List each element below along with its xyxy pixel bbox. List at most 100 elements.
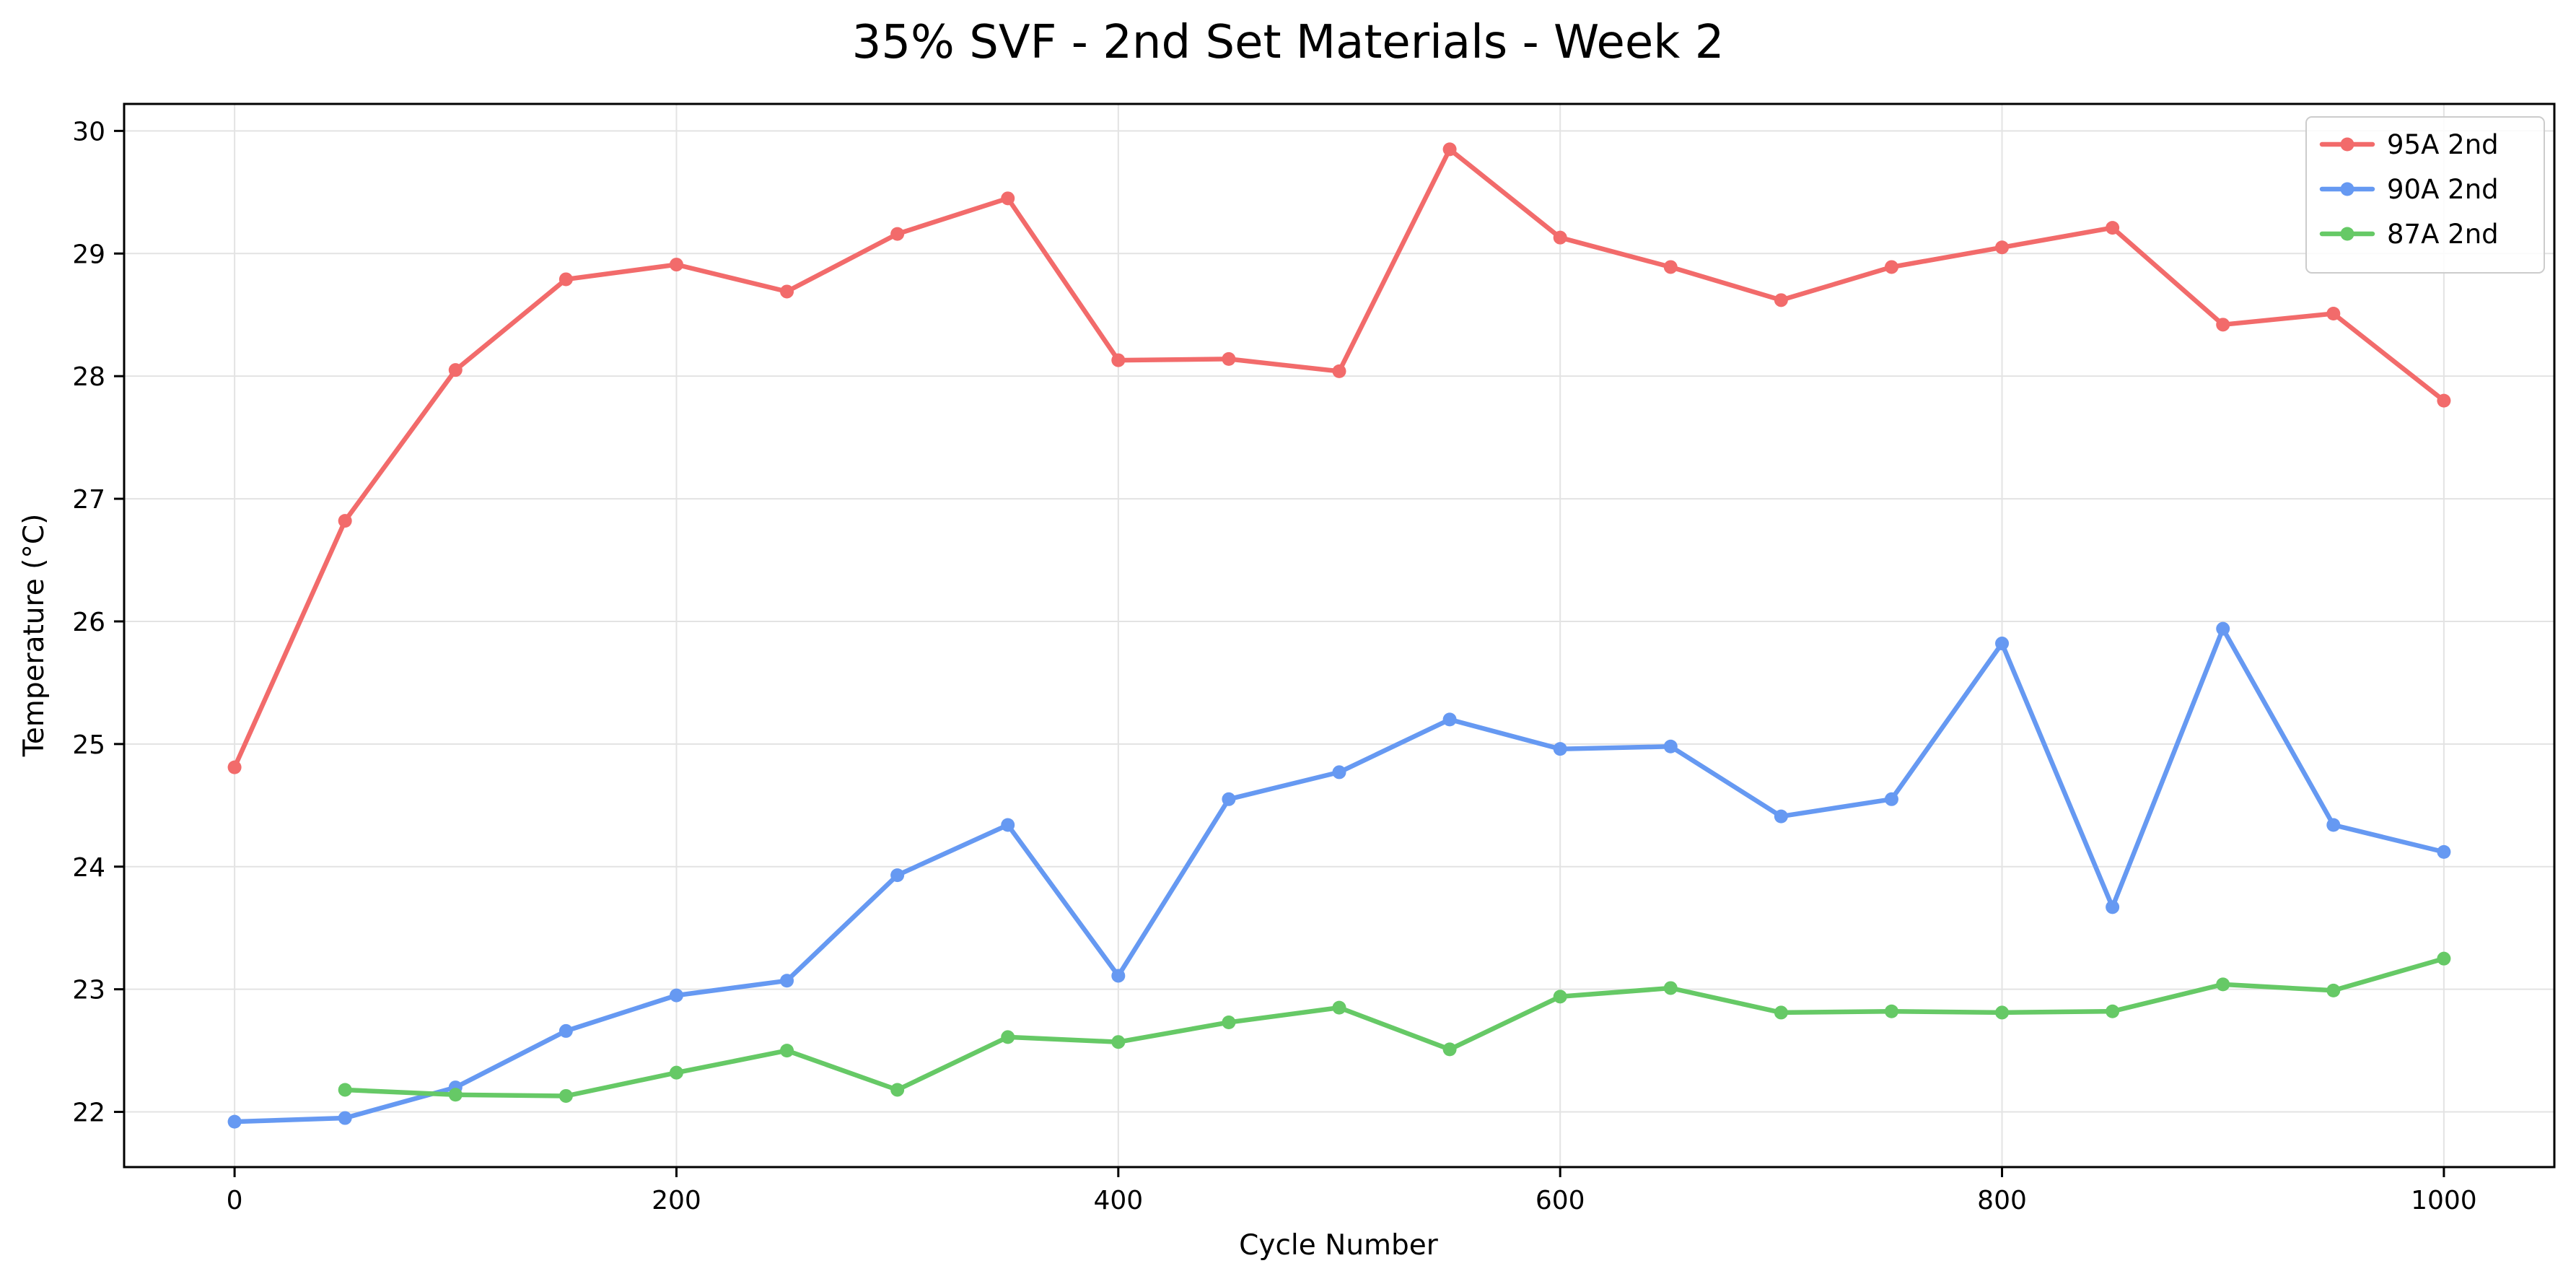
data-point-90a-2nd — [227, 1114, 242, 1129]
data-point-87a-2nd — [2216, 977, 2230, 992]
data-point-87a-2nd — [448, 1088, 463, 1102]
data-point-95a-2nd — [1774, 293, 1788, 307]
data-point-90a-2nd — [2326, 818, 2341, 832]
y-axis-label: Temperature (°C) — [18, 514, 51, 758]
data-point-95a-2nd — [2326, 307, 2341, 321]
data-point-87a-2nd — [890, 1083, 905, 1097]
x-tick-label: 200 — [652, 1186, 701, 1215]
data-point-95a-2nd — [558, 272, 573, 287]
data-point-87a-2nd — [2326, 983, 2341, 997]
data-point-87a-2nd — [1884, 1004, 1898, 1018]
y-tick-label: 24 — [72, 853, 105, 883]
data-point-87a-2nd — [1774, 1005, 1788, 1020]
data-point-90a-2nd — [1442, 712, 1457, 727]
data-point-95a-2nd — [890, 227, 905, 241]
y-tick-label: 23 — [72, 976, 105, 1005]
legend-item-87a-2nd: 87A 2nd — [2319, 219, 2499, 250]
data-point-87a-2nd — [1111, 1035, 1126, 1049]
data-point-90a-2nd — [1332, 765, 1346, 779]
axis-ticks: 0 200 400 600 800 1000 22 23 24 25 26 27 28 29 30 — [72, 117, 2477, 1215]
data-point-90a-2nd — [1222, 792, 1236, 806]
x-tick-label: 800 — [1977, 1186, 2027, 1215]
data-point-90a-2nd — [1553, 742, 1567, 756]
data-point-95a-2nd — [780, 284, 794, 299]
data-point-95a-2nd — [227, 760, 242, 774]
data-point-87a-2nd — [2106, 1004, 2120, 1018]
data-point-87a-2nd — [338, 1083, 352, 1097]
data-point-90a-2nd — [1774, 809, 1788, 824]
series-layer — [227, 142, 2451, 1129]
data-point-87a-2nd — [1553, 990, 1567, 1004]
series-line-87a-2nd — [342, 956, 2447, 1099]
data-point-87a-2nd — [1222, 1016, 1236, 1030]
series-line-95a-2nd — [232, 147, 2447, 770]
data-point-90a-2nd — [1884, 792, 1898, 806]
data-point-87a-2nd — [1442, 1042, 1457, 1057]
chart-title: 35% SVF - 2nd Set Materials - Week 2 — [852, 16, 1725, 69]
data-point-95a-2nd — [1884, 260, 1898, 274]
x-tick-label: 1000 — [2411, 1186, 2477, 1215]
plot-frame — [123, 102, 2556, 1169]
legend-item-90a-2nd: 90A 2nd — [2319, 174, 2499, 205]
x-axis-label: Cycle Number — [1239, 1229, 1439, 1262]
legend: 95A 2nd 90A 2nd 87A 2nd — [2305, 116, 2545, 274]
data-point-95a-2nd — [1995, 240, 2010, 255]
y-tick-label: 29 — [72, 240, 105, 269]
legend-marker-95a-2nd — [2340, 137, 2354, 152]
data-point-95a-2nd — [1663, 260, 1678, 274]
data-point-87a-2nd — [1332, 1000, 1346, 1015]
y-tick-label: 26 — [72, 608, 105, 637]
data-point-90a-2nd — [1663, 739, 1678, 754]
data-point-95a-2nd — [1332, 364, 1346, 378]
data-point-90a-2nd — [338, 1111, 352, 1125]
series-90a-2nd — [227, 621, 2451, 1129]
legend-label-87a-2nd: 87A 2nd — [2387, 219, 2499, 250]
y-tick-label: 25 — [72, 730, 105, 760]
legend-label-90a-2nd: 90A 2nd — [2387, 174, 2499, 205]
data-point-95a-2nd — [1553, 230, 1567, 245]
data-point-95a-2nd — [1222, 351, 1236, 366]
legend-marker-87a-2nd — [2340, 227, 2354, 241]
data-point-87a-2nd — [2437, 951, 2451, 966]
data-point-87a-2nd — [558, 1088, 573, 1103]
data-point-95a-2nd — [669, 258, 683, 272]
data-point-87a-2nd — [669, 1065, 683, 1080]
y-tick-label: 30 — [72, 117, 105, 147]
legend-marker-90a-2nd — [2340, 182, 2354, 196]
data-point-90a-2nd — [890, 868, 905, 883]
series-87a-2nd — [338, 951, 2451, 1103]
data-point-95a-2nd — [1001, 191, 1015, 206]
data-point-90a-2nd — [669, 988, 683, 1003]
data-point-95a-2nd — [2216, 318, 2230, 332]
data-point-90a-2nd — [2106, 900, 2120, 914]
data-point-87a-2nd — [1001, 1030, 1015, 1044]
x-tick-label: 0 — [227, 1186, 243, 1215]
x-tick-label: 400 — [1093, 1186, 1143, 1215]
data-point-95a-2nd — [338, 514, 352, 528]
y-tick-label: 28 — [72, 362, 105, 392]
series-95a-2nd — [227, 142, 2451, 774]
data-point-87a-2nd — [1995, 1005, 2010, 1020]
data-point-95a-2nd — [1442, 142, 1457, 157]
data-point-95a-2nd — [2437, 393, 2451, 408]
data-point-90a-2nd — [558, 1023, 573, 1038]
data-point-95a-2nd — [2106, 221, 2120, 235]
data-point-90a-2nd — [1001, 818, 1015, 832]
data-point-90a-2nd — [1995, 637, 2010, 651]
y-tick-label: 22 — [72, 1099, 105, 1128]
data-point-95a-2nd — [448, 363, 463, 377]
data-point-95a-2nd — [1111, 353, 1126, 367]
data-point-90a-2nd — [1111, 969, 1126, 983]
x-tick-label: 600 — [1535, 1186, 1585, 1215]
y-tick-label: 27 — [72, 485, 105, 515]
series-line-90a-2nd — [232, 626, 2447, 1124]
data-point-87a-2nd — [1663, 981, 1678, 995]
legend-item-95a-2nd: 95A 2nd — [2319, 129, 2499, 160]
data-point-90a-2nd — [2216, 621, 2230, 636]
data-point-90a-2nd — [780, 974, 794, 988]
legend-label-95a-2nd: 95A 2nd — [2387, 129, 2499, 160]
data-point-90a-2nd — [2437, 844, 2451, 859]
data-point-87a-2nd — [780, 1044, 794, 1058]
